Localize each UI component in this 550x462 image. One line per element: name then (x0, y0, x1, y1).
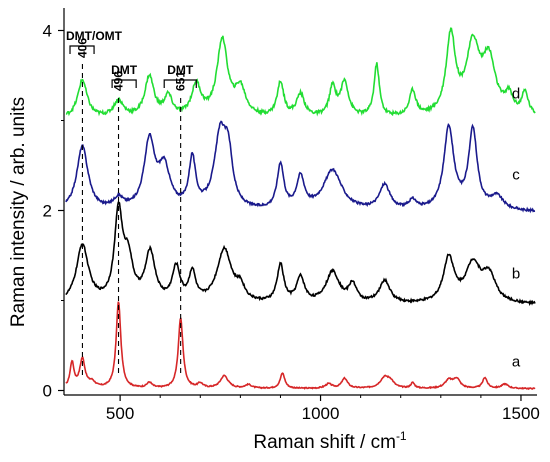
annotation-bracket-label-0: DMT/OMT (66, 29, 123, 43)
x-axis-title: Raman shift / cm-1 (253, 429, 407, 453)
annotation-bracket-1 (111, 79, 137, 88)
annotation-bracket-label-2: DMT (167, 63, 194, 77)
y-tick-label-4: 4 (43, 22, 52, 41)
x-axis-title-superscript: -1 (396, 429, 407, 443)
annotation-bracket-2 (163, 79, 197, 88)
series-line-a (65, 301, 536, 391)
annotation-label-496: 496 (112, 71, 126, 91)
series-label-a: a (512, 354, 521, 371)
axis-layer: 500 1000 1500 0 2 4 (43, 8, 540, 423)
y-axis-title: Raman intensity / arb. units (8, 97, 29, 327)
series-label-b: b (512, 266, 520, 283)
x-tick-label-1500: 1500 (502, 404, 540, 423)
series-line-d (65, 27, 536, 117)
annotation-bracket-label-1: DMT (111, 63, 138, 77)
annotation-label-406: 406 (75, 38, 89, 58)
series-layer: a b c d (65, 27, 536, 391)
y-tick-label-2: 2 (43, 202, 52, 221)
annotation-bracket-0 (69, 45, 95, 54)
series-label-d: d (512, 86, 520, 103)
series-line-c (65, 120, 536, 214)
label-layer: Raman shift / cm-1 Raman intensity / arb… (8, 97, 407, 453)
annotation-label-651: 651 (174, 71, 188, 91)
series-label-c: c (512, 167, 520, 184)
x-tick-label-500: 500 (106, 404, 134, 423)
y-tick-label-0: 0 (43, 382, 52, 401)
x-axis-title-text: Raman shift / cm (253, 432, 396, 453)
x-tick-label-1000: 1000 (302, 404, 340, 423)
series-line-b (65, 201, 536, 307)
